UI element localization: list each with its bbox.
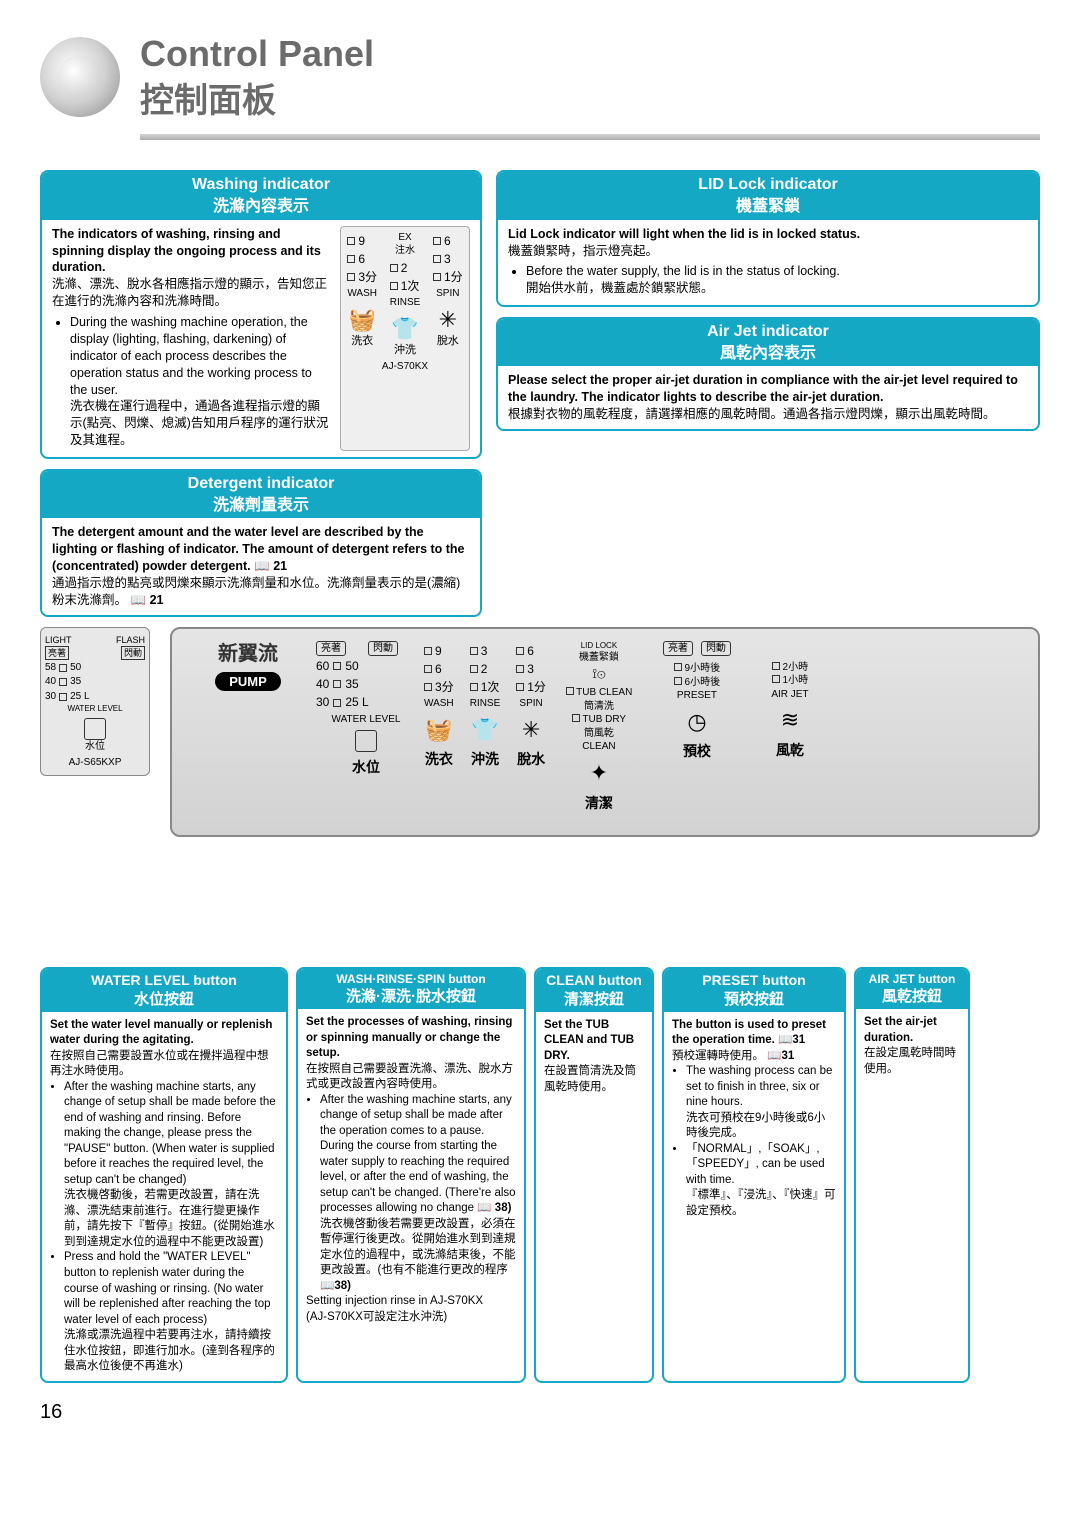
detergent-title-zh: 洗滌劑量表示 xyxy=(48,495,474,517)
airjet-indicator-box: Air Jet indicator 風乾內容表示 Please select t… xyxy=(496,317,1040,431)
title-zh: 控制面板 xyxy=(140,79,374,125)
preset-button[interactable]: ◷ xyxy=(652,707,742,737)
wrs-button-box: WASH·RINSE·SPIN button 洗滌·漂洗·脫水按鈕 Set th… xyxy=(296,967,526,1383)
clean-button-box: CLEAN button 清潔按鈕 Set the TUB CLEAN and … xyxy=(534,967,654,1383)
lidlock-p1-zh: 機蓋鎖緊時，指示燈亮起。 xyxy=(508,243,1028,260)
lidlock-p1-en: Lid Lock indicator will light when the l… xyxy=(508,226,1028,243)
title-en: Control Panel xyxy=(140,30,374,79)
panel-small-65kxp: LIGHTFLASH 亮著 閃動 5850 4035 3025 L WATER … xyxy=(40,627,150,777)
wl-p1-zh: 在按照自己需要設置水位或在攪拌過程中想再注水時使用。 xyxy=(50,1049,278,1080)
airjet-title-en: Air Jet indicator xyxy=(504,321,1032,343)
rinse-button[interactable]: 👕 xyxy=(470,715,501,745)
wrs-p1-zh: 在按照自己需要設置洗滌、漂洗、脫水方式或更改設置內容時使用。 xyxy=(306,1062,516,1093)
aj-p1-en: Set the air-jet duration. xyxy=(864,1015,960,1046)
wash-icon: 🧺 xyxy=(347,305,377,335)
detergent-indicator-box: Detergent indicator 洗滌劑量表示 The detergent… xyxy=(40,469,482,617)
title-rule xyxy=(140,134,1040,140)
airjet-button-box: AIR JET button 風乾按鈕 Set the air-jet dura… xyxy=(854,967,970,1383)
airjet-p1-zh: 根據對衣物的風乾程度，請選擇相應的風乾時間。通過各指示燈閃爍，顯示出風乾時間。 xyxy=(508,406,1028,423)
washing-ind-b1-zh: 洗衣機在運行過程中，通過各進程指示燈的顯示(點亮、閃爍、熄滅)告知用戶程序的運行… xyxy=(70,399,328,447)
panel-small-model: AJ-S65KXP xyxy=(45,756,145,770)
water-level-button[interactable] xyxy=(355,730,377,752)
wl-b1-en: After the washing machine starts, any ch… xyxy=(64,1081,276,1186)
spin-icon: ✳ xyxy=(433,305,463,335)
lidlock-b1-zh: 開始供水前，機蓋處於鎖緊狀態。 xyxy=(526,281,714,295)
detergent-title-en: Detergent indicator xyxy=(48,473,474,495)
wrs-p1-en: Set the processes of washing, rinsing or… xyxy=(306,1015,516,1062)
preset-b2-en: 「NORMAL」,「SOAK」, 「SPEEDY」, can be used w… xyxy=(686,1143,825,1186)
airjet-title-zh: 風乾內容表示 xyxy=(504,343,1032,365)
airjet-button[interactable]: ≋ xyxy=(750,705,830,735)
page-number: 16 xyxy=(40,1399,1040,1426)
lidlock-title-zh: 機蓋緊鎖 xyxy=(504,196,1032,218)
aj-p1-zh: 在設定風乾時間時使用。 xyxy=(864,1046,960,1077)
washing-ind-p1-en: The indicators of washing, rinsing and s… xyxy=(52,226,332,277)
wl-b1-zh: 洗衣機啓動後，若需更改設置，請在洗滌、漂洗結束前進行。在進行變更操作前，請先按下… xyxy=(64,1189,275,1248)
wash-button[interactable]: 🧺 xyxy=(424,715,454,745)
mini-panel-model: AJ-S70KX xyxy=(345,360,465,374)
airjet-p1-en: Please select the proper air-jet duratio… xyxy=(508,372,1028,406)
wl-p1-en: Set the water level manually or replenis… xyxy=(50,1018,278,1049)
clean-p1-en: Set the TUB CLEAN and TUB DRY. xyxy=(544,1018,644,1065)
wl-b2-en: Press and hold the "WATER LEVEL" button … xyxy=(64,1251,271,1325)
wrs-b1-zh: 洗衣機啓動後若需要更改設置，必須在暫停運行後更改。從開始進水到到達規定水位的過程… xyxy=(320,1218,516,1277)
washing-indicator-title-zh: 洗滌內容表示 xyxy=(48,196,474,218)
wrs-p2-zh: (AJ-S70KX可設定注水沖洗) xyxy=(306,1310,516,1326)
clean-button[interactable]: ✦ xyxy=(554,758,644,788)
wrs-b1-en: After the washing machine starts, any ch… xyxy=(320,1094,516,1215)
pump-badge: PUMP xyxy=(215,672,281,692)
lid-lock-box: LID Lock indicator 機蓋緊鎖 Lid Lock indicat… xyxy=(496,170,1040,307)
detergent-p1-zh: 通過指示燈的點亮或閃爍來顯示洗滌劑量和水位。洗滌劑量表示的是(濃縮)粉末洗滌劑。 xyxy=(52,576,460,607)
spin-button[interactable]: ✳ xyxy=(516,715,546,745)
rinse-icon: 👕 xyxy=(390,314,421,344)
washing-indicator-box: Washing indicator 洗滌內容表示 The indicators … xyxy=(40,170,482,459)
preset-b1-en: The washing process can be set to finish… xyxy=(686,1065,832,1108)
control-panel-main: 新翼流 PUMP 亮著 閃動 6050 4035 3025 L WATER LE… xyxy=(170,627,1040,837)
lidlock-title-en: LID Lock indicator xyxy=(504,174,1032,196)
washing-indicator-title-en: Washing indicator xyxy=(48,174,474,196)
lidlock-b1-en: Before the water supply, the lid is in t… xyxy=(526,264,840,278)
mini-panel: 9 6 3分 WASH 🧺 洗衣 EX 注水 xyxy=(340,226,470,451)
preset-button-box: PRESET button 預校按鈕 The button is used to… xyxy=(662,967,846,1383)
water-level-icon xyxy=(84,718,106,740)
preset-b2-zh: 『標準』、『浸洗』、『快速』可設定預校。 xyxy=(686,1189,836,1217)
water-level-button-box: WATER LEVEL button 水位按鈕 Set the water le… xyxy=(40,967,288,1383)
wrs-p2: Setting injection rinse in AJ-S70KX xyxy=(306,1294,516,1310)
lock-icon: ⟟⊙ xyxy=(554,665,644,683)
clean-p1-zh: 在設置筒清洗及筒風乾時使用。 xyxy=(544,1064,644,1095)
wl-b2-zh: 洗滌或漂洗過程中若要再注水，請持續按住水位按鈕，即進行加水。(達到各程序的最高水… xyxy=(64,1329,275,1372)
panel-brand: 新翼流 xyxy=(188,641,308,668)
preset-p1-zh: 預校運轉時使用。 xyxy=(672,1050,764,1062)
washing-ind-b1-en: During the washing machine operation, th… xyxy=(70,315,312,397)
logo-icon xyxy=(40,37,120,117)
preset-b1-zh: 洗衣可預校在9小時後或6小時後完成。 xyxy=(686,1112,825,1140)
washing-ind-p1-zh: 洗滌、漂洗、脫水各相應指示燈的顯示，告知您正在進行的洗滌內容和洗滌時間。 xyxy=(52,276,332,310)
